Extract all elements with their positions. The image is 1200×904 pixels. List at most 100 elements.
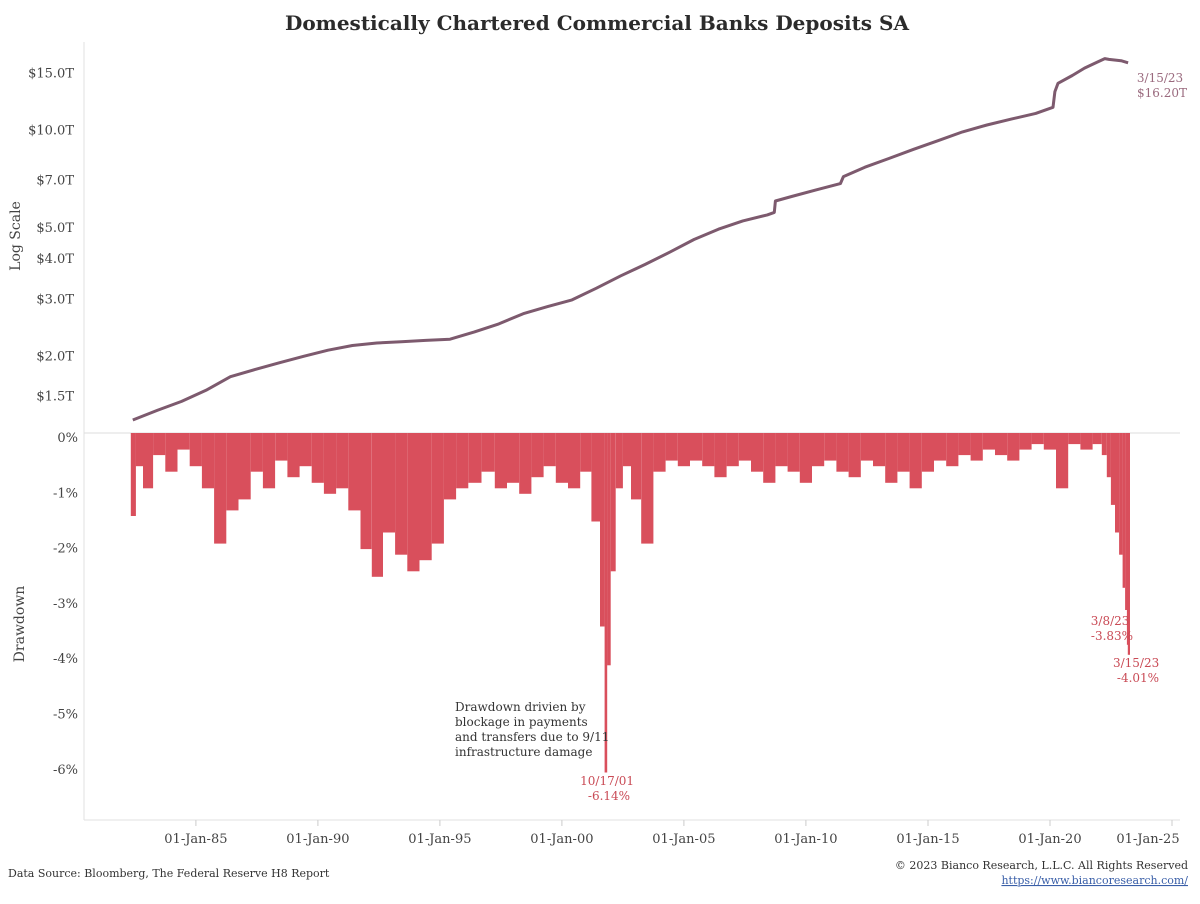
top-y-tick-label: $3.0T [36, 292, 74, 307]
top-y-tick-label: $15.0T [28, 67, 74, 82]
drawdown-bar [299, 433, 312, 467]
drawdown-bar [395, 433, 408, 555]
bottom-y-tick-label: -3% [53, 597, 78, 612]
top-y-tick-label: $1.5T [36, 390, 74, 405]
website-link[interactable]: https://www.biancoresearch.com/ [1001, 874, 1188, 887]
bottom-y-tick-label: -1% [53, 486, 78, 501]
drawdown-bar [751, 433, 764, 472]
mar-8-drawdown-label: 3/8/23 -3.83% [1091, 614, 1133, 643]
x-tick-label: 01-Jan-90 [286, 832, 349, 847]
drawdown-bar [214, 433, 227, 544]
deposits-line-series [132, 57, 1129, 422]
drawdown-bar [543, 433, 556, 467]
drawdown-bar [456, 433, 469, 489]
drawdown-bar [702, 433, 715, 467]
x-tick-label: 01-Jan-00 [530, 832, 593, 847]
drawdown-bar [897, 433, 910, 472]
drawdown-bar [371, 433, 383, 577]
drawdown-bar [1043, 433, 1056, 450]
drawdown-bar [824, 433, 837, 461]
drawdown-bar [622, 433, 632, 467]
drawdown-bar [1110, 433, 1115, 505]
drawdown-bar [677, 433, 690, 467]
drawdown-bar [519, 433, 532, 494]
bottom-y-tick-label: -6% [53, 763, 78, 778]
data-source-note: Data Source: Bloomberg, The Federal Rese… [8, 867, 330, 880]
drawdown-bar [275, 433, 288, 461]
drawdown-bar [799, 433, 812, 483]
drawdown-bar [1031, 433, 1044, 445]
drawdown-bar [481, 433, 495, 472]
drawdown-bar [1106, 433, 1111, 478]
x-tick-label: 01-Jan-95 [408, 832, 471, 847]
drawdown-bar [580, 433, 592, 472]
drawdown-bar [165, 433, 178, 472]
mar-15-drawdown-label: 3/15/23 -4.01% [1113, 656, 1163, 685]
drawdown-bar [610, 433, 616, 572]
drawdown-bar [382, 433, 396, 533]
drawdown-bar [848, 433, 861, 478]
latest-deposits-label: 3/15/23 $16.20T [1137, 71, 1187, 100]
drawdown-bar [555, 433, 568, 483]
drawdown-bar [507, 433, 520, 483]
drawdown-bar [531, 433, 544, 478]
x-tick-label: 01-Jan-05 [652, 832, 715, 847]
drawdown-bar [982, 433, 995, 450]
drawdown-bar [135, 433, 143, 467]
drawdown-bar [468, 433, 482, 483]
drawdown-bar [909, 433, 922, 489]
drawdown-bar [615, 433, 623, 489]
drawdown-bar [431, 433, 444, 544]
drawdown-bar [568, 433, 581, 489]
x-tick-label: 01-Jan-10 [774, 832, 837, 847]
drawdown-bar [250, 433, 263, 472]
drawdown-bar [262, 433, 276, 489]
copyright-note: © 2023 Bianco Research, L.L.C. All Right… [895, 859, 1188, 872]
drawdown-bar [738, 433, 751, 461]
top-y-tick-label: $10.0T [28, 124, 74, 139]
drawdown-bar [946, 433, 959, 467]
drawdown-bar [1125, 433, 1128, 610]
top-y-tick-labels: $1.5T $2.0T $3.0T $4.0T $5.0T $7.0T $10.0T $15.… [28, 67, 74, 405]
drawdown-bar [130, 433, 136, 516]
drawdown-bar [323, 433, 337, 494]
bottom-y-axis-title: Drawdown [12, 586, 28, 663]
drawdown-bar [934, 433, 947, 461]
drawdown-bar [1019, 433, 1032, 450]
sept-11-drawdown-label: 10/17/01 -6.14% [580, 774, 638, 803]
drawdown-bar [763, 433, 776, 483]
top-y-tick-label: $7.0T [36, 174, 74, 189]
bottom-y-tick-label: -2% [53, 542, 78, 557]
drawdown-bar [631, 433, 642, 500]
drawdown-bar [348, 433, 361, 511]
x-tick-label: 01-Jan-85 [164, 832, 227, 847]
drawdown-bar [1119, 433, 1123, 555]
top-y-tick-label: $4.0T [36, 252, 74, 267]
drawdown-bar [921, 433, 934, 472]
drawdown-bar [1080, 433, 1093, 450]
drawdown-bar [336, 433, 349, 489]
drawdown-bar [1056, 433, 1069, 489]
drawdown-bar [787, 433, 800, 472]
bottom-y-tick-label: -5% [53, 708, 78, 723]
drawdown-bar [1127, 433, 1130, 655]
x-tick-label: 01-Jan-20 [1018, 832, 1081, 847]
drawdown-bar [189, 433, 202, 467]
drawdown-bar-series [130, 433, 1130, 773]
drawdown-bar [873, 433, 886, 467]
drawdown-bar [653, 433, 666, 472]
drawdown-bar [665, 433, 678, 461]
drawdown-bar [970, 433, 983, 461]
drawdown-bar [1122, 433, 1126, 588]
drawdown-bar [604, 433, 608, 773]
drawdown-bar [226, 433, 239, 511]
drawdown-bar [143, 433, 154, 489]
drawdown-bar [177, 433, 190, 450]
x-tick-labels: 01-Jan-85 01-Jan-90 01-Jan-95 01-Jan-00 01-J… [164, 820, 1180, 847]
drawdown-bar [885, 433, 898, 483]
x-tick-label: 01-Jan-15 [896, 832, 959, 847]
drawdown-bar [600, 433, 605, 627]
drawdown-bar [201, 433, 215, 489]
drawdown-bar [1101, 433, 1107, 456]
